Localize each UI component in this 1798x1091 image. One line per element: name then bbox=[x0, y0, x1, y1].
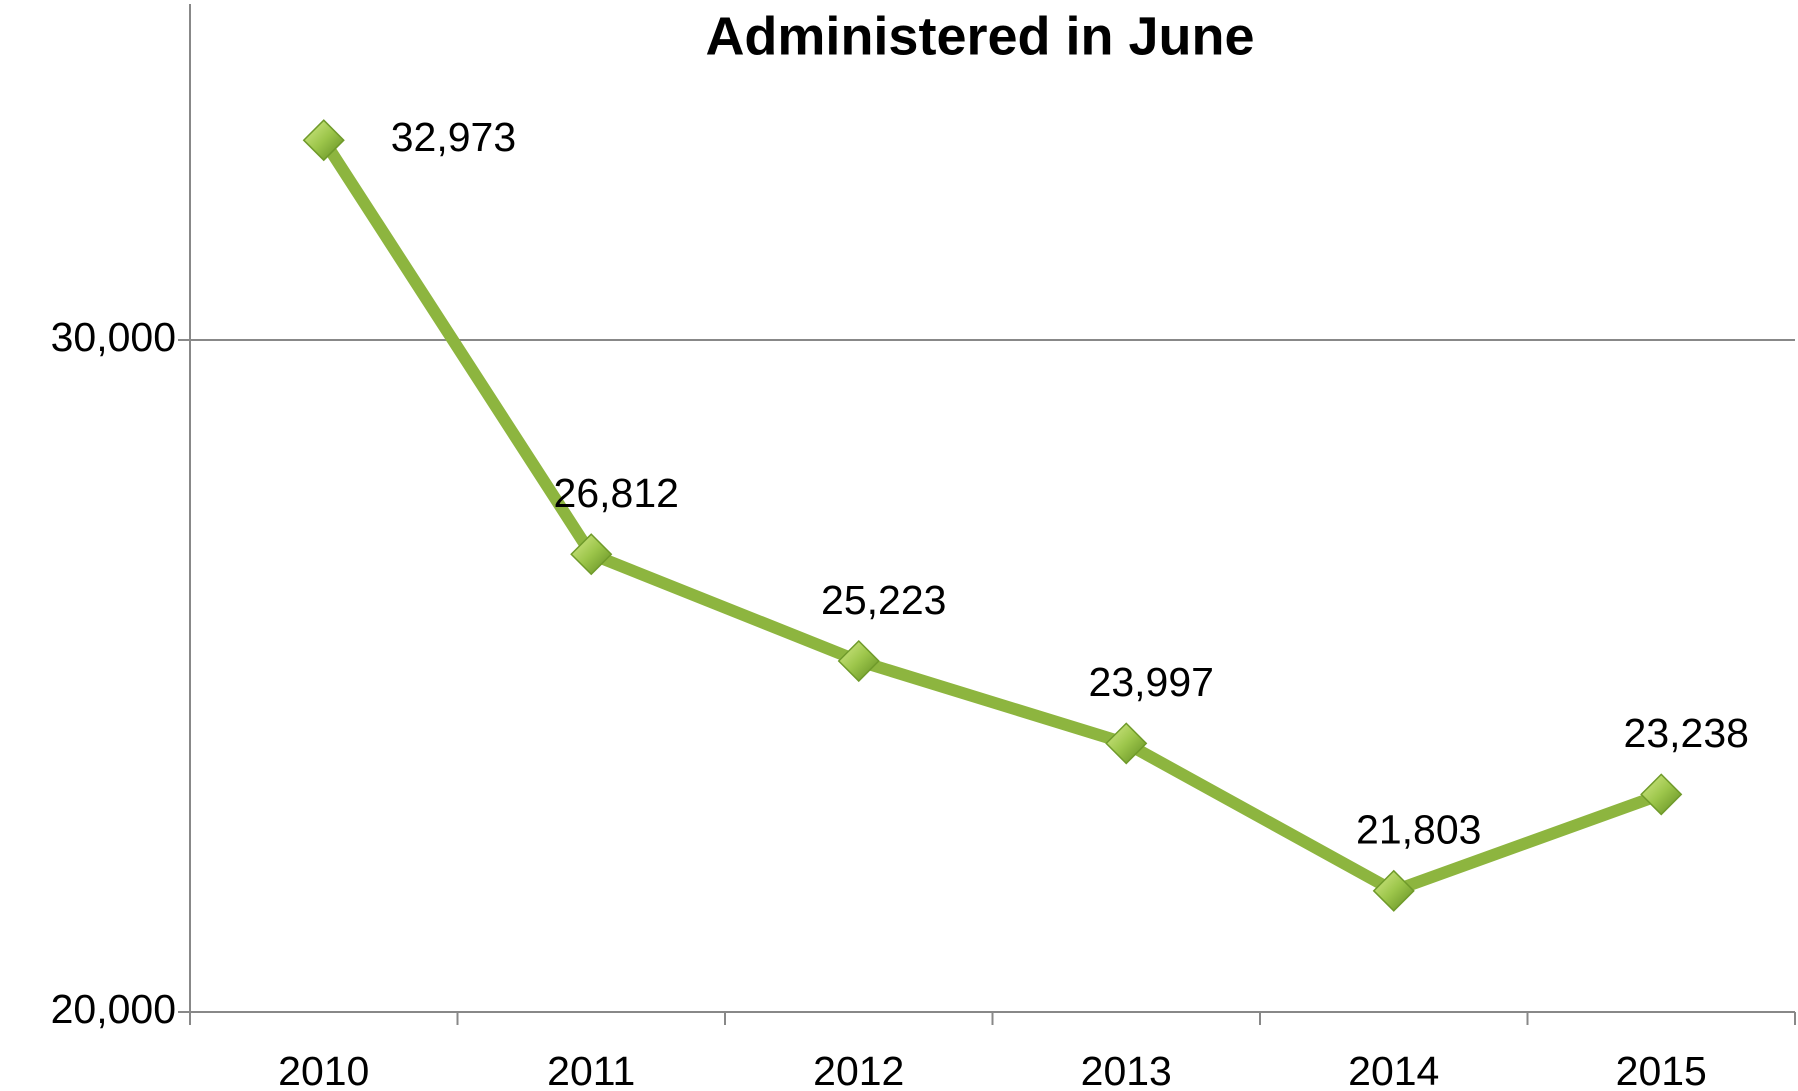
marker bbox=[302, 119, 345, 162]
x-tick-label: 2015 bbox=[1616, 1048, 1707, 1091]
data-label: 25,223 bbox=[821, 577, 946, 623]
y-tick-label: 20,000 bbox=[51, 986, 176, 1032]
data-label: 21,803 bbox=[1356, 807, 1481, 853]
data-label: 23,238 bbox=[1624, 710, 1749, 756]
marker bbox=[1372, 869, 1415, 912]
y-tick-label: 30,000 bbox=[51, 314, 176, 360]
data-label: 32,973 bbox=[391, 114, 516, 160]
x-tick-label: 2013 bbox=[1081, 1048, 1172, 1091]
line bbox=[318, 136, 1664, 897]
data-label: 26,812 bbox=[554, 470, 679, 516]
marker bbox=[570, 533, 613, 576]
x-tick-label: 2012 bbox=[813, 1048, 904, 1091]
marker bbox=[837, 639, 880, 683]
data-label: 23,997 bbox=[1089, 659, 1214, 705]
x-tick-label: 2011 bbox=[547, 1048, 635, 1091]
x-tick-label: 2010 bbox=[278, 1048, 369, 1091]
chart-title: Administered in June bbox=[705, 6, 1254, 66]
marker bbox=[1105, 722, 1148, 765]
x-tick-label: 2014 bbox=[1348, 1048, 1439, 1091]
marker bbox=[1640, 773, 1683, 816]
